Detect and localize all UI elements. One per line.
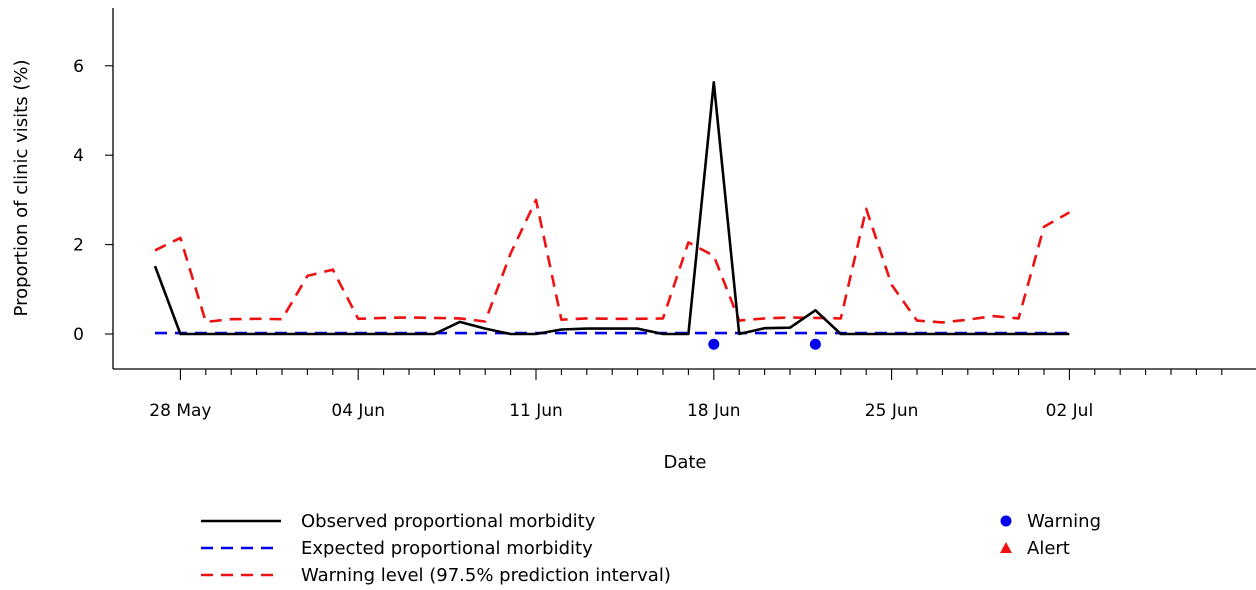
warning-marker <box>809 338 821 350</box>
legend-warning-circle-icon <box>1000 515 1012 527</box>
y-tick-label: 2 <box>73 236 84 256</box>
x-axis-title: Date <box>663 452 706 473</box>
series-layer <box>153 81 1071 336</box>
x-tick-label: 02 Jul <box>1046 401 1094 421</box>
legend-label-observed: Observed proportional morbidity <box>301 511 596 532</box>
y-axis-ticks: 0 2 4 6 <box>73 57 113 345</box>
x-tick-label: 28 May <box>149 401 211 421</box>
legend-label-alert: Alert <box>1027 538 1070 559</box>
legend-label-warning: Warning <box>1027 511 1101 532</box>
legend-label-expected: Expected proportional morbidity <box>301 538 593 559</box>
marker-layer <box>708 338 821 350</box>
legend-alert-triangle-icon <box>1000 542 1012 553</box>
warning-marker <box>708 338 720 350</box>
y-axis-title: Proportion of clinic visits (%) <box>11 60 32 317</box>
warning-level-line <box>154 198 1071 324</box>
x-tick-label: 18 Jun <box>687 401 741 421</box>
x-tick-label: 04 Jun <box>331 401 385 421</box>
legend-label-warning-level: Warning level (97.5% prediction interval… <box>301 565 671 586</box>
x-tick-label: 11 Jun <box>509 401 563 421</box>
y-tick-label: 6 <box>73 57 84 77</box>
x-axis-ticks: 28 May 04 Jun 11 Jun 18 Jun 25 Jun 02 Jul <box>149 369 1223 421</box>
observed-line <box>153 81 1070 336</box>
legend: Observed proportional morbidity Expected… <box>201 511 1101 586</box>
y-tick-label: 0 <box>73 325 84 345</box>
x-tick-label: 25 Jun <box>865 401 919 421</box>
y-tick-label: 4 <box>73 146 84 166</box>
